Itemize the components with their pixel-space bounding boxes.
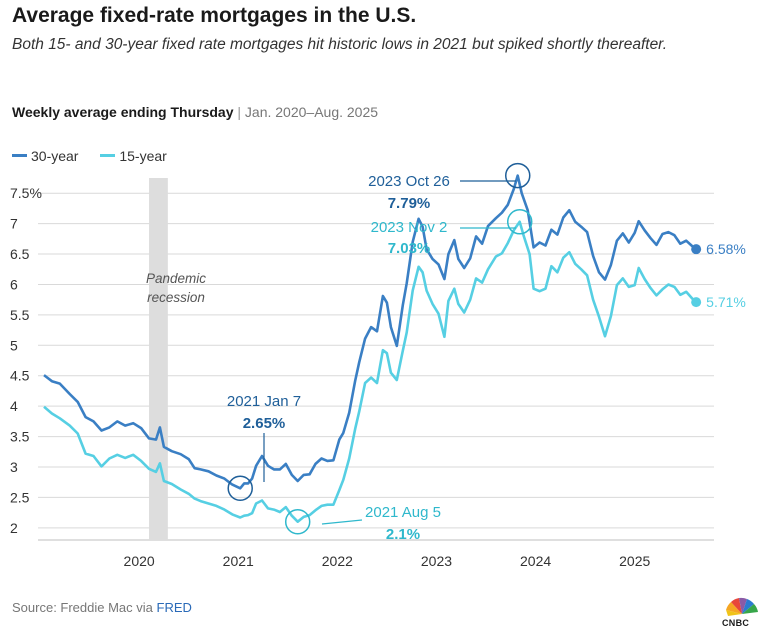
annotation-value: 2.65%: [243, 415, 286, 432]
series-line-30-year: [43, 174, 697, 490]
source-note: Source: Freddie Mac via FRED: [12, 600, 192, 615]
period-caption: Weekly average ending Thursday | Jan. 20…: [12, 104, 378, 120]
x-tick-label: 2025: [619, 553, 650, 569]
annotation-date: 2021 Jan 7: [227, 393, 301, 410]
y-tick-label: 3: [10, 459, 18, 475]
x-tick-label: 2021: [223, 553, 254, 569]
annotation-value: 2.1%: [386, 526, 420, 543]
legend-item-30-year: 30-year: [12, 148, 78, 164]
annotation-circle: [506, 209, 533, 235]
cnbc-logo-text: CNBC: [722, 618, 750, 628]
annotation-date: 2021 Aug 5: [365, 504, 441, 521]
recession-label-line1: Pandemic: [146, 271, 206, 286]
recession-band: [149, 178, 168, 540]
y-tick-label: 6.5: [10, 246, 30, 262]
period-separator: |: [237, 104, 242, 120]
y-tick-label: 2: [10, 520, 18, 536]
annotation-value: 7.03%: [388, 240, 431, 257]
x-tick-label: 2023: [421, 553, 452, 569]
recession-label-line2: recession: [147, 290, 205, 305]
annotation-value: 7.79%: [388, 195, 431, 212]
annotation-leader: [321, 519, 363, 525]
y-tick-label: 2.5: [10, 489, 30, 505]
end-point-15-year: [691, 297, 702, 308]
y-tick-label: 7: [10, 216, 18, 232]
legend-label-15-year: 15-year: [119, 147, 167, 164]
cnbc-peacock-logo: [726, 597, 758, 616]
annotation-circle: [284, 508, 311, 535]
source-link-fred[interactable]: FRED: [156, 600, 192, 615]
x-tick-label: 2022: [322, 553, 353, 569]
chart-title: Average fixed-rate mortgages in the U.S.: [12, 4, 417, 27]
period-range: Jan. 2020–Aug. 2025: [244, 104, 379, 120]
end-label-15-year: 5.71%: [706, 294, 746, 310]
x-tick-label: 2024: [520, 553, 551, 569]
y-tick-label: 6: [10, 276, 18, 292]
end-label-30-year: 6.58%: [706, 241, 746, 257]
end-point-30-year: [691, 244, 702, 255]
legend-label-30-year: 30-year: [31, 147, 79, 164]
annotation-date: 2023 Oct 26: [368, 173, 450, 190]
annotation-circle: [227, 475, 253, 502]
series-line-15-year: [43, 220, 698, 523]
legend-swatch-30-year: [12, 154, 27, 157]
annotation-circle: [504, 162, 531, 189]
y-tick-label: 5.5: [10, 307, 30, 323]
chart-subtitle: Both 15- and 30-year fixed rate mortgage…: [12, 36, 668, 53]
source-text: Source: Freddie Mac via: [12, 600, 157, 615]
chart-legend: 30-year 15-year: [12, 144, 185, 164]
y-tick-label: 4: [10, 398, 18, 414]
y-tick-label: 5: [10, 337, 18, 353]
annotation-date: 2023 Nov 2: [371, 219, 448, 236]
period-label: Weekly average ending Thursday: [12, 104, 234, 120]
legend-item-15-year: 15-year: [100, 147, 167, 164]
x-tick-label: 2020: [124, 553, 155, 569]
legend-swatch-15-year: [100, 154, 116, 157]
y-tick-label: 3.5: [10, 429, 30, 445]
y-tick-label: 4.5: [10, 368, 30, 384]
y-tick-label: 7.5%: [10, 185, 42, 201]
